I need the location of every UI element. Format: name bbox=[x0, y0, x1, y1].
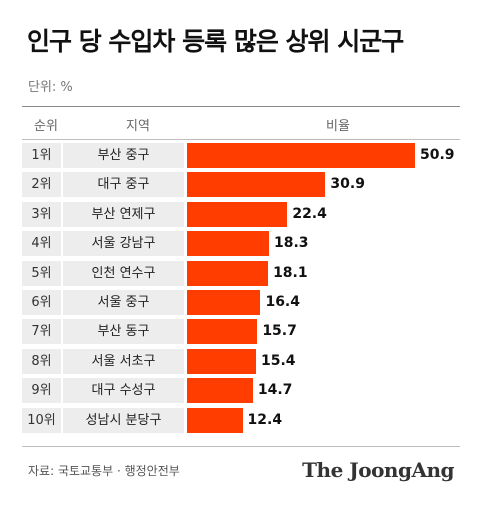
table-row: 10위 성남시 분당구 12.4 bbox=[22, 406, 462, 435]
rank-label: 10위 bbox=[22, 407, 61, 433]
region-label: 성남시 분당구 bbox=[63, 407, 184, 433]
value-label: 15.4 bbox=[260, 352, 296, 369]
value-label: 18.1 bbox=[273, 264, 308, 281]
region-label: 서울 강남구 bbox=[63, 231, 184, 257]
unit-label: 단위: % bbox=[28, 80, 73, 95]
table-row: 5위 인천 연수구 18.1 bbox=[22, 259, 462, 288]
region-label: 서울 서초구 bbox=[63, 348, 184, 374]
table-row: 4위 서울 강남구 18.3 bbox=[22, 229, 462, 258]
table-row: 9위 대구 수성구 14.7 bbox=[22, 376, 462, 405]
value-label: 30.9 bbox=[330, 176, 365, 193]
table-header: 순위 지역 비율 bbox=[22, 106, 460, 140]
bar bbox=[187, 319, 258, 345]
header-rank: 순위 bbox=[34, 119, 58, 134]
value-label: 14.7 bbox=[257, 382, 293, 399]
bar bbox=[187, 172, 326, 198]
region-label: 부산 중구 bbox=[63, 143, 184, 168]
rank-label: 3위 bbox=[22, 201, 61, 227]
region-label: 대구 수성구 bbox=[63, 378, 184, 404]
bar bbox=[187, 407, 243, 433]
rank-label: 7위 bbox=[22, 319, 61, 345]
value-label: 15.7 bbox=[262, 323, 297, 340]
region-label: 부산 동구 bbox=[63, 319, 184, 345]
region-label: 서울 중구 bbox=[63, 289, 184, 315]
region-label: 부산 연제구 bbox=[63, 201, 184, 227]
footer-divider bbox=[22, 446, 460, 447]
bar bbox=[187, 143, 415, 168]
table-row: 2위 대구 중구 30.9 bbox=[22, 170, 462, 199]
table-row: 7위 부산 동구 15.7 bbox=[22, 317, 462, 346]
table-row: 6위 서울 중구 16.4 bbox=[22, 288, 462, 317]
rank-label: 8위 bbox=[22, 348, 61, 374]
chart-title: 인구 당 수입차 등록 많은 상위 시군구 bbox=[27, 27, 404, 56]
source-note: 자료: 국토교통부 · 행정안전부 bbox=[28, 464, 180, 478]
table-row: 1위 부산 중구 50.9 bbox=[22, 141, 462, 170]
value-label: 22.4 bbox=[292, 205, 327, 222]
publisher-logo: The JoongAng bbox=[302, 458, 454, 482]
bar bbox=[187, 289, 261, 315]
bar bbox=[187, 260, 269, 286]
rank-label: 5위 bbox=[22, 260, 61, 286]
rank-label: 9위 bbox=[22, 378, 61, 404]
rank-label: 1위 bbox=[22, 143, 61, 168]
table-row: 8위 서울 서초구 15.4 bbox=[22, 347, 462, 376]
table-row: 3위 부산 연제구 22.4 bbox=[22, 200, 462, 229]
value-label: 18.3 bbox=[273, 235, 309, 252]
value-label: 16.4 bbox=[265, 293, 300, 310]
rank-label: 6위 bbox=[22, 289, 61, 315]
bar bbox=[187, 231, 269, 257]
bar bbox=[187, 201, 288, 227]
bar bbox=[187, 378, 253, 404]
rank-label: 2위 bbox=[22, 172, 61, 198]
value-label: 50.9 bbox=[420, 147, 455, 163]
bar bbox=[187, 348, 256, 374]
header-region: 지역 bbox=[126, 119, 150, 134]
header-ratio: 비율 bbox=[326, 119, 350, 134]
value-label: 12.4 bbox=[247, 411, 283, 428]
rank-label: 4위 bbox=[22, 231, 61, 257]
chart-rows: 1위 부산 중구 50.9 2위 대구 중구 30.9 3위 부산 연제구 22.4 4위 서울 강… bbox=[22, 141, 462, 435]
region-label: 인천 연수구 bbox=[63, 260, 184, 286]
region-label: 대구 중구 bbox=[63, 172, 184, 198]
